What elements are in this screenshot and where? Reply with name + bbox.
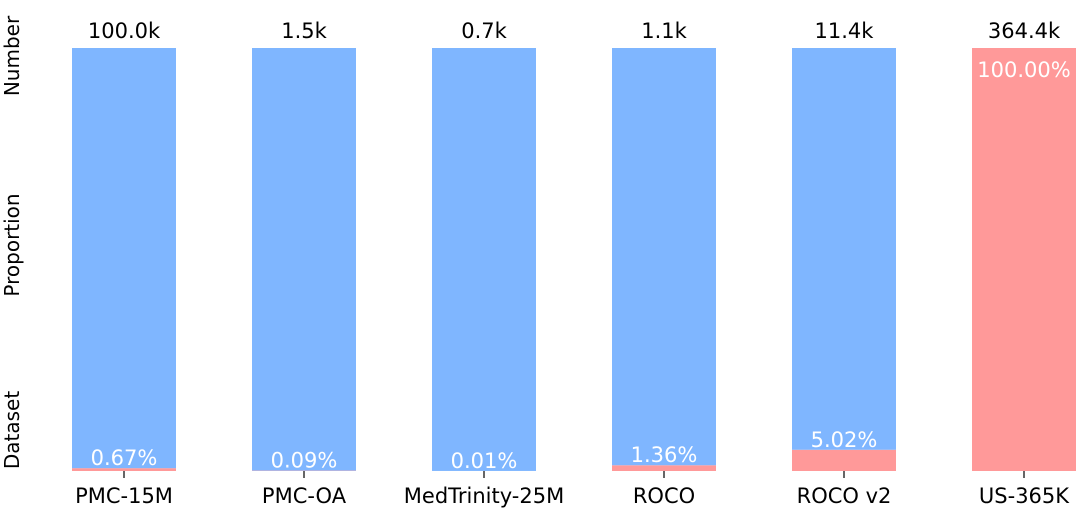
bar-segment — [72, 468, 176, 471]
category-label: ROCO — [633, 484, 695, 508]
bar-segment — [792, 449, 896, 471]
category-label: US-365K — [979, 484, 1070, 508]
labels-layer: 100.0k 0.67% PMC-15M 1.5k 0.09% PMC-OA 0.7k 0.0… — [75, 19, 1071, 508]
category-label: PMC-15M — [75, 484, 173, 508]
bar-segment — [432, 48, 536, 471]
proportion-label: 1.36% — [631, 443, 698, 467]
category-label: ROCO v2 — [797, 484, 892, 508]
category-label: MedTrinity-25M — [404, 484, 564, 508]
bar-segment — [612, 48, 716, 466]
category-label: PMC-OA — [262, 484, 347, 508]
number-label: 1.5k — [281, 19, 327, 43]
proportion-label: 100.00% — [977, 58, 1070, 82]
proportion-label: 0.01% — [451, 449, 518, 473]
proportion-label: 5.02% — [811, 428, 878, 452]
number-label: 11.4k — [815, 19, 875, 43]
bar-segment — [792, 48, 896, 450]
bar-segment — [612, 465, 716, 471]
number-label: 100.0k — [88, 19, 161, 43]
bar-segment — [972, 48, 1076, 471]
proportion-label: 0.09% — [271, 449, 338, 473]
proportion-label: 0.67% — [91, 446, 158, 470]
number-label: 1.1k — [641, 19, 687, 43]
bar-segment — [72, 48, 176, 469]
row-label-dataset: Dataset — [0, 391, 24, 469]
row-label-number: Number — [0, 15, 24, 96]
number-label: 364.4k — [988, 19, 1061, 43]
number-label: 0.7k — [461, 19, 507, 43]
bar-segment — [252, 48, 356, 471]
row-label-proportion: Proportion — [0, 193, 24, 296]
bars-layer — [72, 48, 1076, 471]
